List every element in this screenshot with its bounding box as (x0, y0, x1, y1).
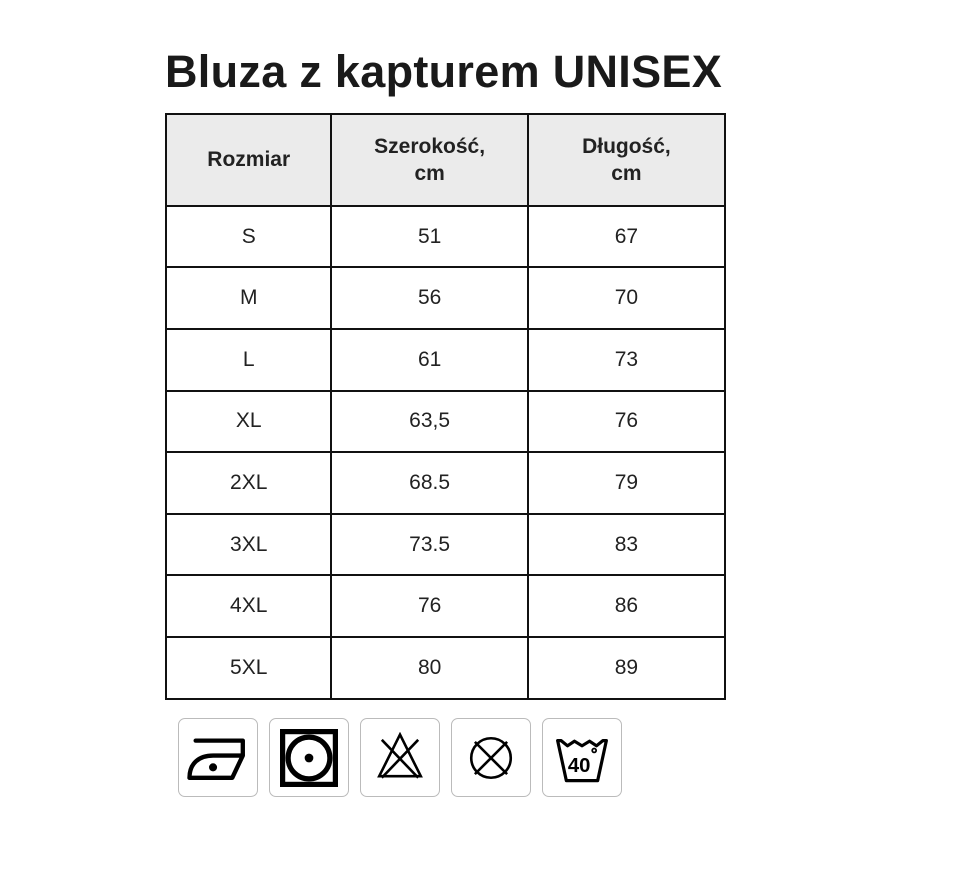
svg-text:40: 40 (568, 754, 591, 776)
